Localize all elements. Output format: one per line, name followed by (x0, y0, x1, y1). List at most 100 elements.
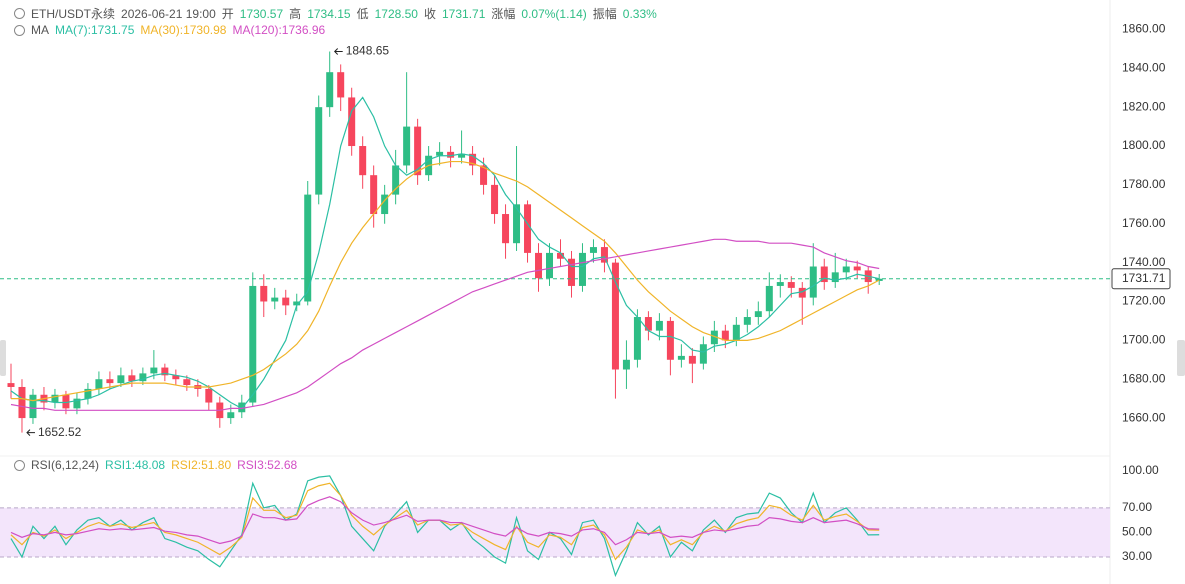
candle-body (480, 165, 488, 185)
candle-body (546, 252, 554, 279)
y-tick-label: 50.00 (1122, 525, 1152, 539)
field-label: 收 (423, 7, 436, 21)
y-tick-label: 1840.00 (1122, 60, 1166, 74)
y-tick-label: 1780.00 (1122, 177, 1166, 191)
annotation-arrow (26, 429, 35, 436)
candle-body (798, 287, 806, 298)
field-value: 0.07%(1.14) (521, 6, 587, 21)
scroll-right[interactable] (1177, 340, 1185, 376)
candle-body (128, 375, 136, 382)
candle-body (447, 151, 455, 158)
candle-body (359, 146, 367, 176)
y-tick-label: 1820.00 (1122, 99, 1166, 113)
indicator-name: MA (31, 23, 49, 37)
indicator-name: RSI(6,12,24) (31, 458, 100, 472)
candle-body (18, 386, 26, 419)
candle-body (611, 262, 619, 370)
candle-body (414, 126, 422, 176)
candle-body (73, 398, 81, 409)
candle-body (567, 258, 575, 286)
legend-item: RSI3:52.68 (237, 458, 298, 472)
series-line (10, 160, 880, 402)
candle-body (249, 285, 257, 403)
candle-body (699, 344, 707, 364)
candle-body (348, 97, 356, 147)
collapse-icon[interactable] (14, 24, 25, 36)
scroll-left[interactable] (0, 340, 6, 376)
field-value: 1734.15 (307, 6, 351, 21)
y-tick-label: 1860.00 (1122, 22, 1166, 36)
candle-body (106, 379, 114, 384)
candle-body (458, 153, 466, 158)
candle-body (238, 402, 246, 413)
candle-body (556, 252, 564, 259)
field-label: 开 (221, 7, 234, 21)
extreme-label: 1652.52 (38, 425, 82, 439)
candle-body (633, 317, 641, 360)
series-line (10, 496, 880, 546)
series-line (10, 475, 880, 578)
header: ETH/USDT永续 2026-06-21 19:00 开 1730.57 高 173… (14, 5, 657, 22)
series-line (10, 96, 880, 410)
candle-body (831, 272, 839, 283)
candle-body (875, 278, 883, 281)
series-line (10, 238, 880, 411)
field-value: 1728.50 (374, 6, 418, 21)
ma-legend: MA MA(7):1731.75 MA(30):1730.98 MA(120):17… (14, 23, 325, 37)
candle-body (820, 266, 828, 283)
y-tick-label: 1700.00 (1122, 333, 1166, 347)
legend-item: RSI2:51.80 (171, 458, 232, 472)
candle-body (721, 330, 729, 341)
candle-body (271, 297, 279, 302)
candle-body (776, 282, 784, 286)
series-line (10, 482, 880, 561)
y-tick-label: 1800.00 (1122, 138, 1166, 152)
candle-body (436, 151, 444, 156)
candle-body (491, 184, 499, 215)
field-value: 1730.57 (239, 6, 284, 21)
candle-body (677, 355, 685, 360)
field-value: 0.33% (622, 6, 657, 21)
candle-body (29, 394, 37, 419)
candle-body (62, 394, 70, 409)
candle-body (227, 412, 235, 419)
candle-body (403, 126, 411, 166)
collapse-icon[interactable] (14, 8, 25, 19)
field-label: 高 (289, 7, 302, 21)
candle-body (7, 383, 15, 387)
legend-item: MA(120):1736.96 (232, 23, 326, 37)
extreme-label: 1848.65 (346, 44, 390, 58)
field-label: 低 (356, 7, 369, 21)
symbol: ETH/USDT永续 (31, 7, 116, 21)
y-tick-label: 1740.00 (1122, 255, 1166, 269)
y-tick-label: 70.00 (1122, 500, 1152, 514)
field-label: 涨幅 (491, 7, 516, 21)
candle-body (183, 379, 191, 386)
candle-body (710, 330, 718, 345)
candle-body (655, 320, 663, 331)
y-tick-label: 1660.00 (1122, 410, 1166, 424)
candle-body (535, 252, 543, 279)
candle-body (524, 204, 532, 253)
candle-body (315, 107, 323, 195)
legend-item: MA(30):1730.98 (140, 23, 227, 37)
candle-body (293, 301, 301, 306)
candle-body (161, 367, 169, 376)
collapse-icon[interactable] (14, 459, 25, 471)
candle-body (469, 153, 477, 166)
field-label: 振幅 (592, 7, 617, 21)
candle-body (502, 214, 510, 244)
y-tick-label: 1720.00 (1122, 294, 1166, 308)
field-value: 1731.71 (442, 6, 486, 21)
candle-body (853, 266, 861, 271)
candle-body (95, 379, 103, 389)
candle-body (172, 375, 180, 380)
y-tick-label: 100.00 (1122, 463, 1159, 477)
candle-body (622, 359, 630, 370)
candle-body (809, 266, 817, 298)
time: 2026-06-21 19:00 (121, 6, 216, 21)
candle-body (51, 394, 59, 403)
y-tick-label: 30.00 (1122, 549, 1152, 563)
